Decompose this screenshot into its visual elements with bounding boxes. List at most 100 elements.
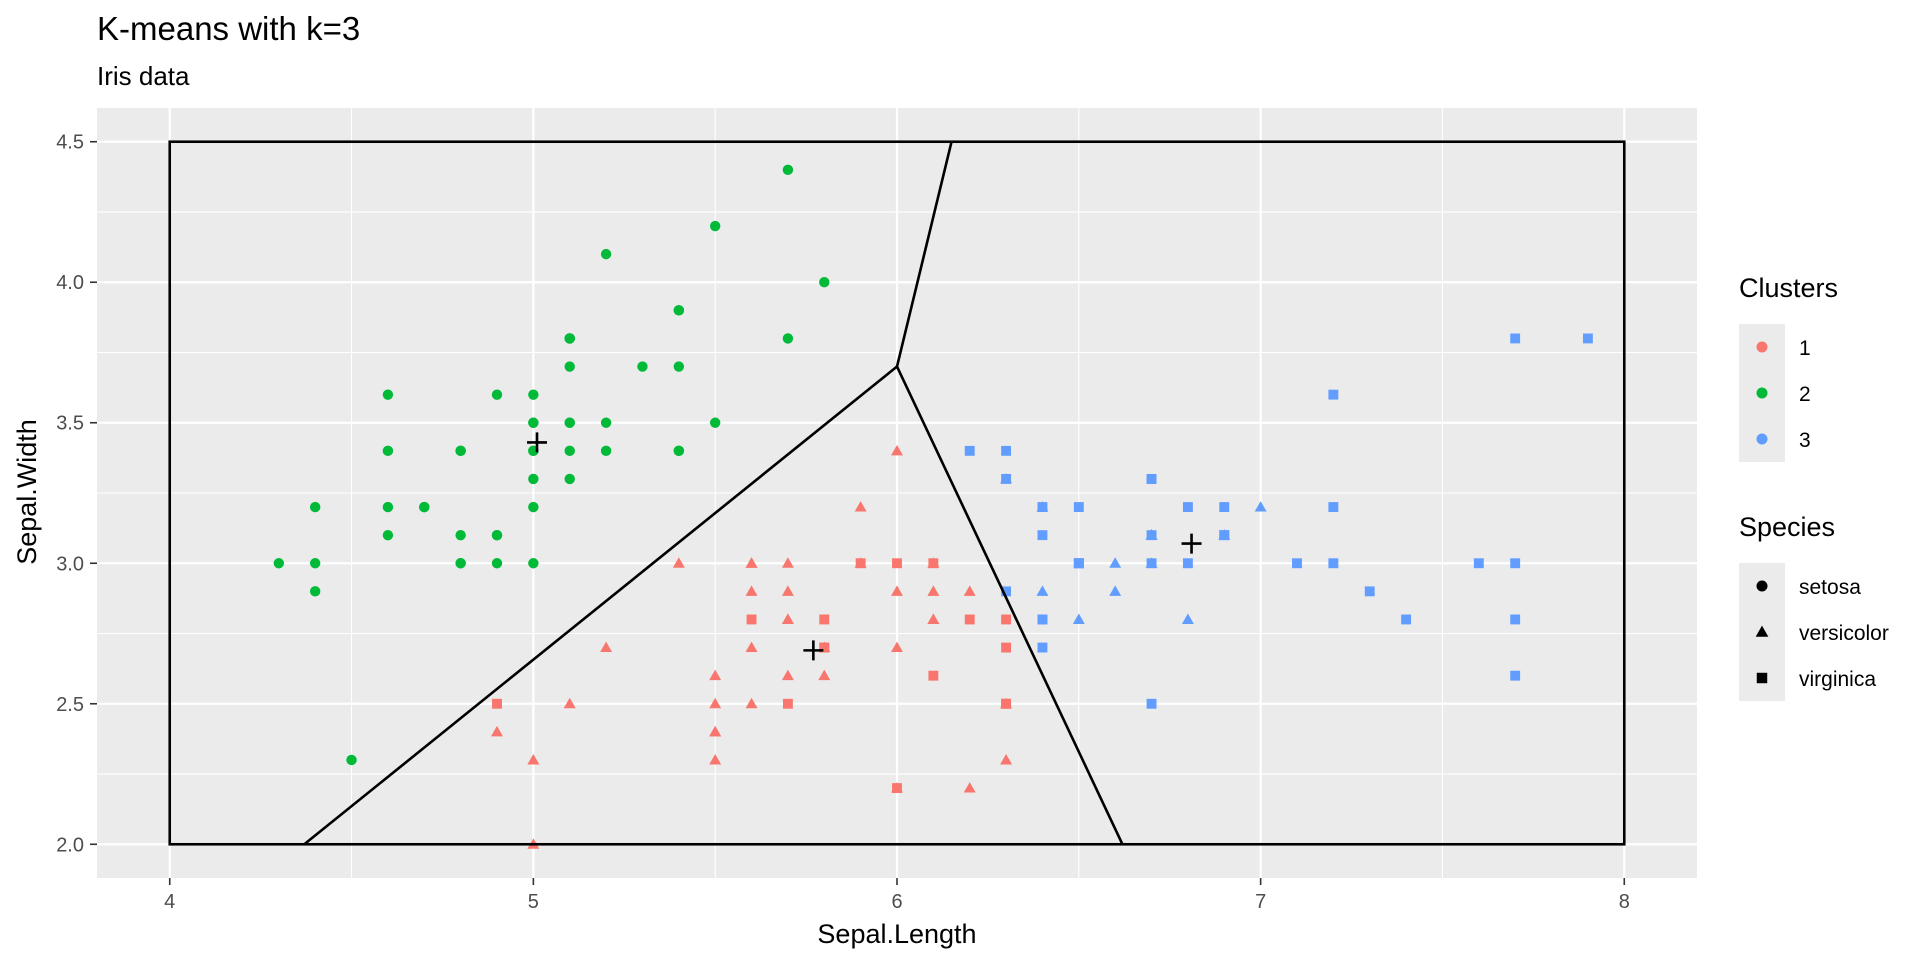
data-point-setosa <box>782 333 794 344</box>
data-point-setosa <box>455 529 466 541</box>
data-point-versicolor <box>927 585 940 596</box>
y-axis-title: Sepal.Width <box>12 419 42 565</box>
data-point-versicolor <box>781 585 794 596</box>
data-point-virginica <box>1073 558 1084 569</box>
legend-key-circle <box>1756 433 1768 445</box>
voronoi-segment <box>303 365 898 846</box>
data-point-versicolor <box>781 613 794 624</box>
data-point-virginica <box>892 558 902 569</box>
y-tick-label: 4.5 <box>56 132 84 154</box>
data-point-virginica <box>1182 558 1193 569</box>
data-point-virginica <box>1037 502 1048 512</box>
data-point-setosa <box>382 445 394 457</box>
voronoi-segment <box>895 365 1124 845</box>
data-point-setosa <box>819 277 830 288</box>
centroid-marker <box>803 640 824 661</box>
data-point-versicolor <box>818 669 831 681</box>
x-tick-label: 5 <box>528 891 539 913</box>
data-point-setosa <box>528 473 539 485</box>
data-point-virginica <box>1292 558 1302 569</box>
data-point-virginica <box>928 670 939 681</box>
data-point-versicolor <box>891 641 903 653</box>
data-point-setosa <box>709 417 721 428</box>
data-point-versicolor <box>745 697 758 709</box>
x-tick-label: 6 <box>891 891 902 913</box>
legends: Clusters 1 2 3 Species setosa versicolor virgin… <box>1739 273 1889 701</box>
data-point-setosa <box>782 164 794 176</box>
data-point-setosa <box>564 361 575 372</box>
y-tick-label: 3.0 <box>56 553 84 575</box>
data-point-versicolor <box>1109 585 1122 596</box>
data-point-versicolor <box>1000 753 1013 765</box>
data-point-virginica <box>1328 389 1339 400</box>
data-point-virginica <box>1328 558 1339 569</box>
data-point-setosa <box>564 417 575 428</box>
data-point-setosa <box>491 389 503 400</box>
data-point-setosa <box>564 445 575 457</box>
chart-title: K-means with k=3 <box>97 10 360 47</box>
data-point-virginica <box>928 558 939 569</box>
legend-key-circle <box>1756 580 1768 592</box>
data-point-virginica <box>1401 614 1412 625</box>
x-axis: 4 5 6 7 8 <box>164 878 1630 913</box>
legend-label: 3 <box>1799 429 1811 452</box>
data-point-virginica <box>855 558 866 569</box>
legend-title: Species <box>1739 512 1835 542</box>
data-point-virginica <box>1510 670 1521 681</box>
data-points <box>273 164 1593 849</box>
legend-title: Clusters <box>1739 273 1838 303</box>
data-point-versicolor <box>563 697 576 709</box>
data-point-virginica <box>1364 586 1375 597</box>
data-point-versicolor <box>709 753 722 765</box>
data-point-virginica <box>1001 698 1012 709</box>
legend-label: virginica <box>1799 668 1876 691</box>
cluster-centroids <box>527 432 1202 661</box>
data-point-virginica <box>1037 642 1048 653</box>
data-point-versicolor <box>600 641 613 653</box>
data-point-setosa <box>564 473 575 485</box>
data-point-setosa <box>673 361 685 372</box>
legend-label: 2 <box>1799 383 1811 406</box>
data-point-versicolor <box>781 557 794 568</box>
data-point-setosa <box>309 586 321 597</box>
data-point-versicolor <box>781 669 794 681</box>
data-point-setosa <box>528 417 539 428</box>
data-point-virginica <box>1146 530 1157 541</box>
data-point-setosa <box>673 305 685 316</box>
data-point-virginica <box>1001 474 1012 484</box>
data-point-virginica <box>964 614 975 625</box>
data-point-setosa <box>528 389 539 400</box>
data-point-virginica <box>1219 502 1230 512</box>
data-point-virginica <box>1473 558 1484 569</box>
voronoi-segment <box>895 141 953 367</box>
centroid-marker <box>1181 533 1202 554</box>
data-point-setosa <box>709 220 721 232</box>
data-point-virginica <box>1510 614 1521 625</box>
data-point-virginica <box>1037 530 1048 541</box>
data-point-versicolor <box>1109 557 1122 568</box>
data-point-setosa <box>600 417 612 428</box>
data-point-setosa <box>600 248 612 260</box>
data-point-virginica <box>1001 642 1012 653</box>
data-point-virginica <box>1146 474 1157 484</box>
data-point-virginica <box>782 698 793 709</box>
data-point-virginica <box>1146 698 1157 709</box>
data-point-versicolor <box>527 753 540 765</box>
data-point-virginica <box>1510 333 1521 344</box>
x-axis-title: Sepal.Length <box>817 919 976 949</box>
data-point-versicolor <box>709 669 722 681</box>
data-point-setosa <box>273 558 285 569</box>
data-point-virginica <box>1146 558 1157 569</box>
data-point-versicolor <box>963 585 976 596</box>
data-point-versicolor <box>854 501 867 512</box>
data-point-versicolor <box>745 585 758 596</box>
data-point-setosa <box>600 445 612 457</box>
y-tick-label: 2.0 <box>56 834 84 856</box>
data-point-virginica <box>1001 586 1012 597</box>
legend-label: versicolor <box>1799 622 1889 645</box>
data-point-versicolor <box>745 557 758 568</box>
data-point-virginica <box>746 614 757 625</box>
data-point-virginica <box>1182 502 1193 512</box>
data-point-virginica <box>1073 502 1084 512</box>
legend-key-square <box>1756 672 1768 684</box>
